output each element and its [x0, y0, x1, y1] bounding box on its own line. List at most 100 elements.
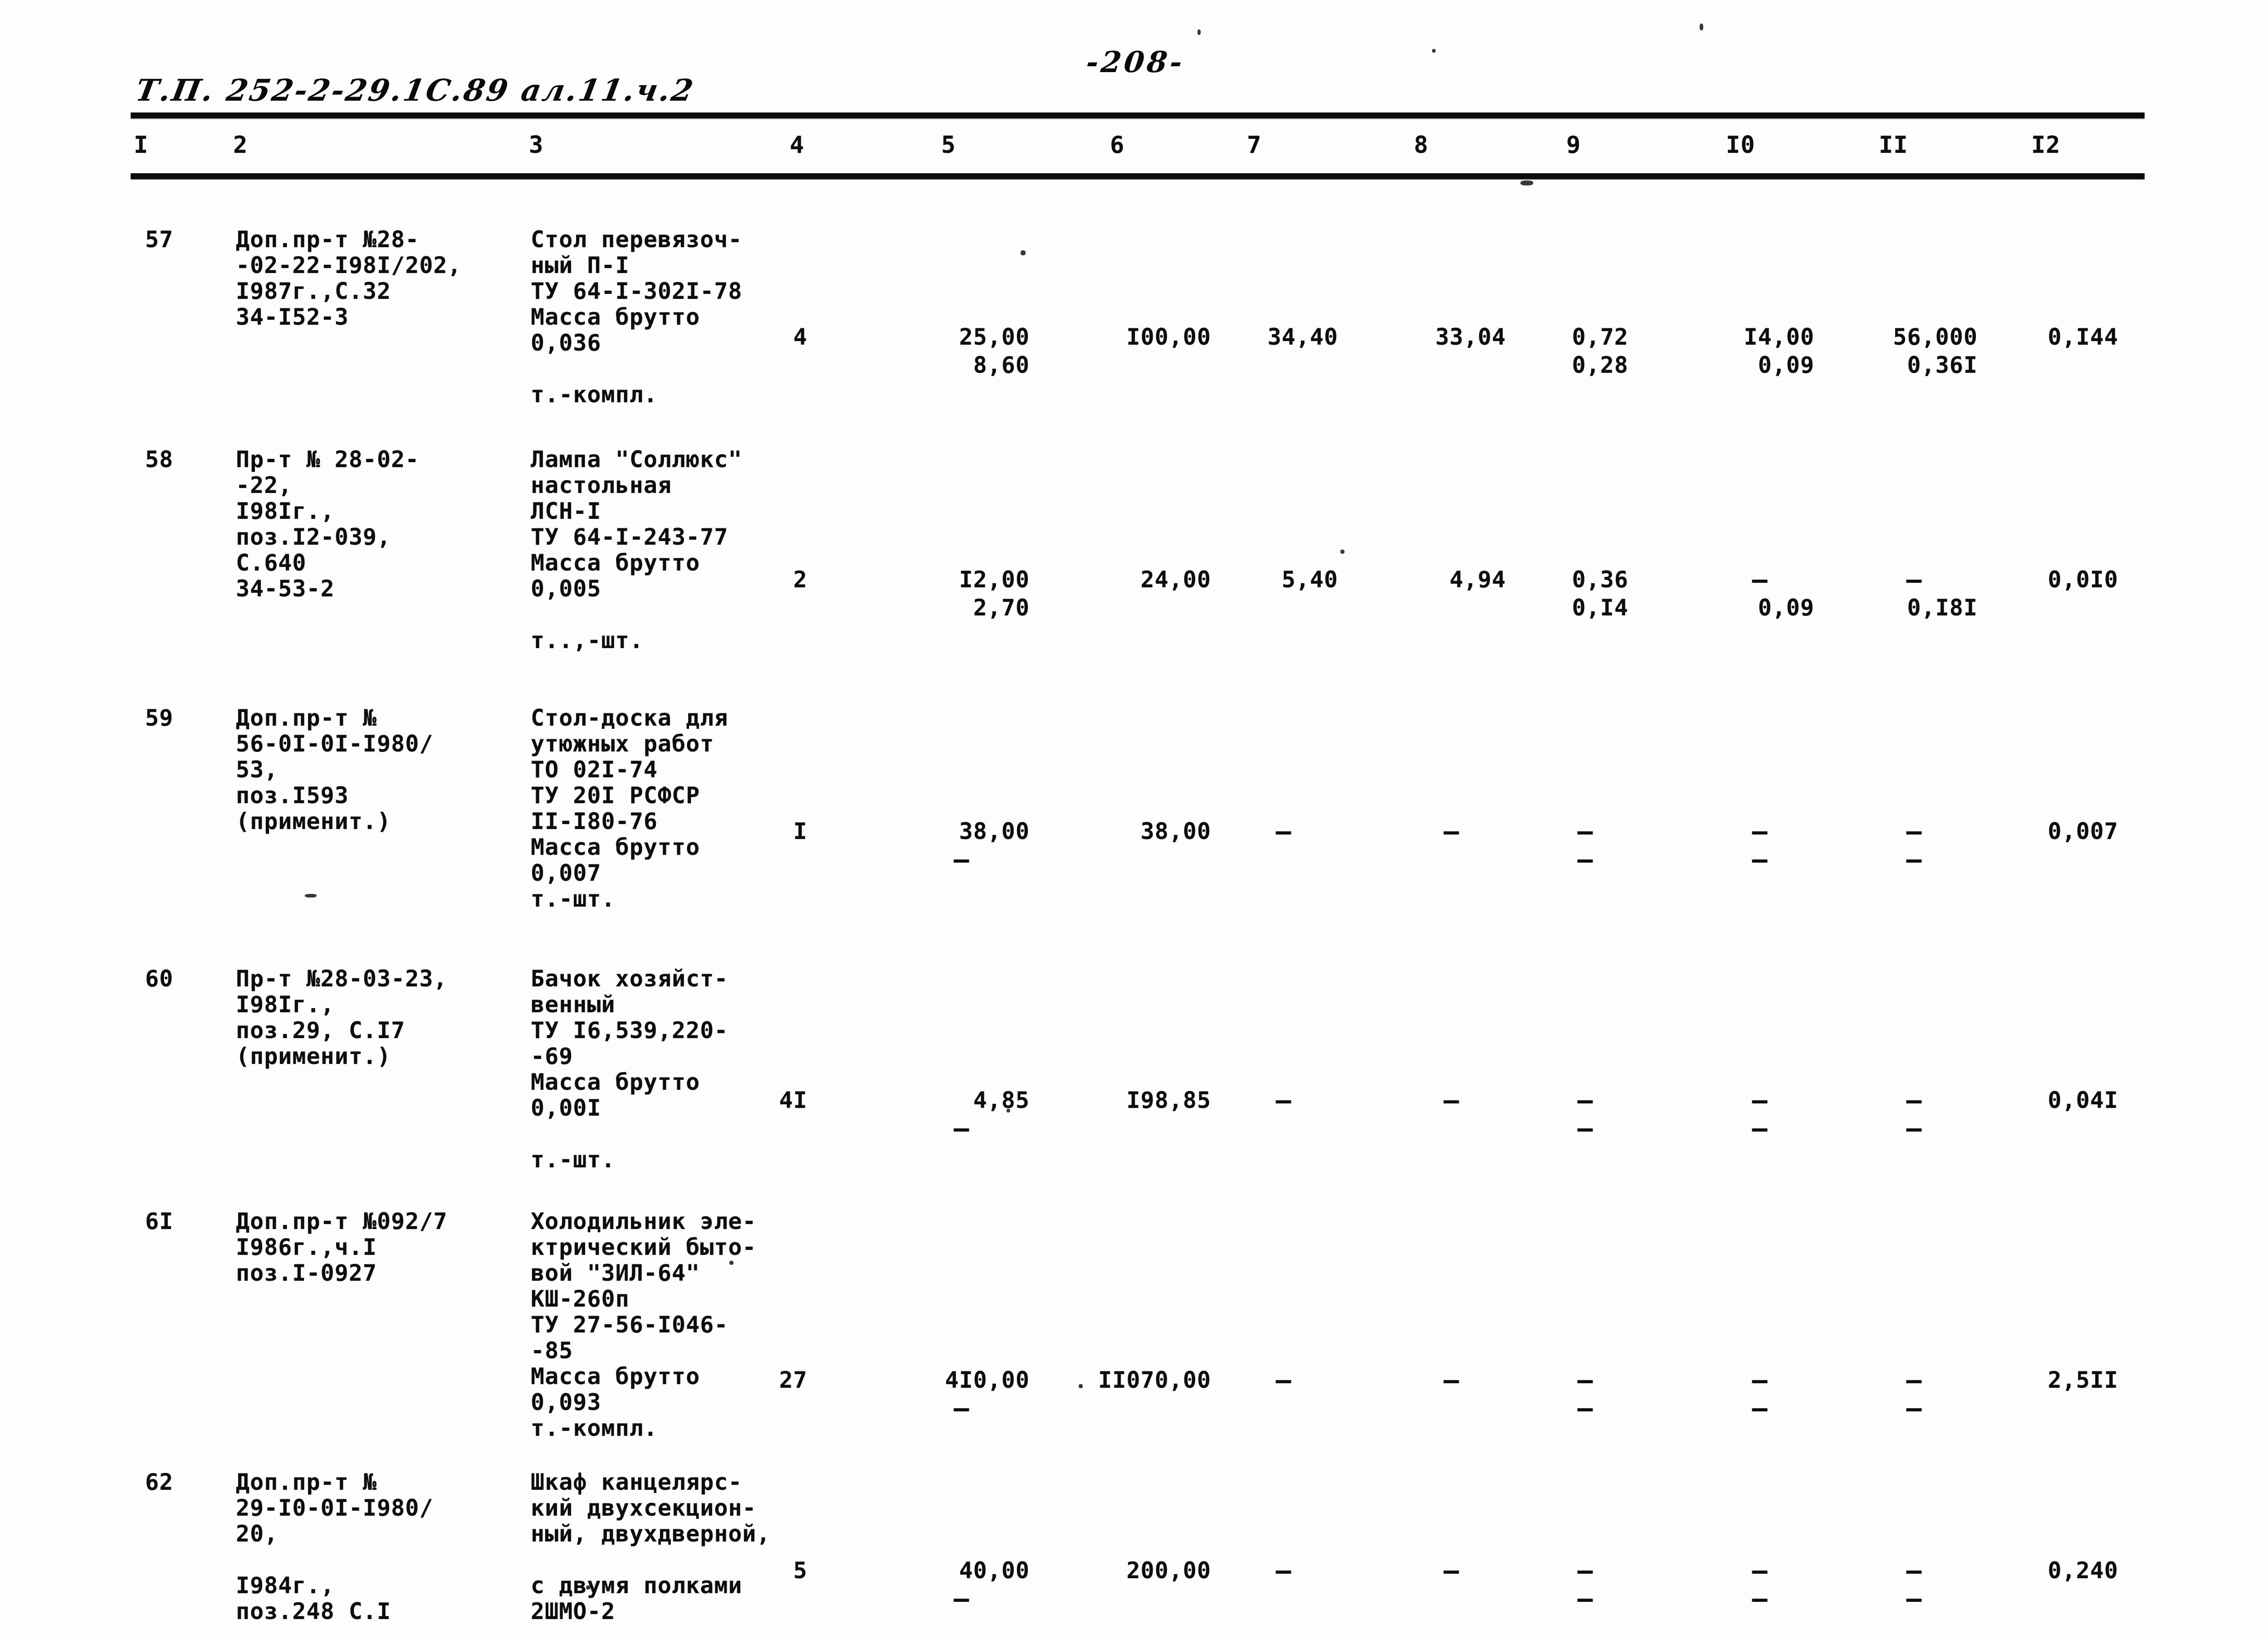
item-description-line: ТУ 64-I-302I-78: [531, 278, 743, 304]
scan-speck: [1007, 1109, 1010, 1112]
document-ref-cell: Пр-т № 28-02- -22, I98Iг., поз.I2-039, С.640…: [236, 447, 531, 602]
item-description-line: -69: [531, 1043, 573, 1069]
row-number-cell: 59: [145, 705, 174, 731]
column-header: 8: [1414, 132, 1429, 159]
item-description-cell: Стол-доска для утюжных работ ТО 02I-74 ТУ 2…: [531, 705, 826, 912]
col5-value: 25,00: [959, 324, 1030, 350]
col9-value: –: [1577, 1394, 1593, 1423]
col10-value: –: [1752, 845, 1768, 874]
document-ref-line: 34-I52-3: [236, 304, 349, 330]
column-header: 6: [1110, 132, 1125, 159]
table-header-rule: [131, 173, 2145, 179]
item-description-line: ТУ 20I РСФСР: [531, 782, 700, 809]
item-description-line: Масса брутто: [531, 1363, 700, 1390]
col9-value: –: [1577, 1114, 1593, 1143]
item-description-line: ТУ 64-I-243-77: [531, 524, 728, 550]
quantity-cell: 4: [793, 324, 807, 350]
col5-value: –: [953, 845, 970, 874]
col11-value: –: [1906, 565, 1922, 595]
item-description-line: Стол перевязоч-: [531, 226, 743, 253]
item-description-line: Лампа "Соллюкс": [531, 446, 743, 473]
document-ref-line: Доп.пр-т №: [236, 1469, 377, 1495]
item-description-line: т.-шт.: [531, 886, 616, 912]
item-description-line: 0,036: [531, 330, 601, 356]
drawing-stamp: Т.П. 252-2-29.1С.89 ал.11.ч.2: [133, 73, 698, 108]
col12-value: 0,240: [2048, 1557, 2118, 1584]
col8-value: 33,04: [1435, 324, 1506, 350]
item-description-line: Масса брутто: [531, 550, 700, 576]
document-ref-line: -22,: [236, 472, 293, 498]
item-description-line: 0,00I: [531, 1095, 601, 1121]
column-header: 5: [941, 132, 956, 159]
item-description-line: ТУ 27-56-I046-: [531, 1312, 728, 1338]
item-description-line: Масса брутто: [531, 304, 700, 330]
scan-speck: [1700, 24, 1703, 30]
col9-value: 0,72: [1572, 324, 1628, 350]
document-ref-line: Пр-т №28-03-23,: [236, 966, 448, 992]
col6-value: 24,00: [1140, 566, 1211, 593]
document-ref-line: 20,: [236, 1521, 279, 1547]
col7-value: 5,40: [1281, 566, 1338, 593]
col10-value: –: [1752, 1394, 1768, 1423]
col6-value: I00,00: [1126, 324, 1211, 350]
item-description-line: [531, 356, 826, 382]
item-description-line: -85: [531, 1337, 573, 1364]
col9-value: 0,28: [1572, 352, 1628, 378]
item-description-line: т.-шт.: [531, 1146, 616, 1173]
scan-speck: [1198, 29, 1201, 35]
col8-value: –: [1443, 1086, 1460, 1115]
scan-speck: [1432, 49, 1436, 53]
col8-value: –: [1443, 1556, 1460, 1585]
item-description-line: Стол-доска для: [531, 705, 728, 731]
document-ref-line: 34-53-2: [236, 576, 335, 602]
document-ref-line: I987г.,С.32: [236, 278, 391, 304]
col9-value: –: [1577, 1584, 1593, 1614]
document-ref-line: (применит.): [236, 1043, 391, 1069]
column-header: I: [134, 132, 149, 159]
col7-value: –: [1276, 817, 1292, 846]
col11-value: –: [1906, 1394, 1922, 1423]
col11-value: –: [1906, 845, 1922, 874]
document-ref-line: поз.I593: [236, 782, 349, 809]
item-description-line: [531, 1121, 826, 1147]
scan-speck: [1079, 1384, 1083, 1388]
document-ref-line: -02-22-I98I/202,: [236, 252, 462, 278]
quantity-cell: 4I: [779, 1087, 807, 1113]
document-ref-line: [236, 1547, 531, 1573]
item-description-line: венный: [531, 991, 616, 1018]
document-ref-line: поз.I-0927: [236, 1260, 377, 1286]
item-description-line: Масса брутто: [531, 1069, 700, 1095]
col11-value: –: [1906, 1086, 1922, 1115]
document-ref-line: поз.I2-039,: [236, 524, 391, 550]
col7-value: –: [1276, 1086, 1292, 1115]
col6-value: II070,00: [1098, 1367, 1211, 1393]
item-description-line: т..,-шт.: [531, 627, 644, 654]
item-description-line: ный П-I: [531, 252, 630, 278]
item-description-line: 0,007: [531, 860, 601, 886]
col5-value: 38,00: [959, 818, 1030, 844]
document-ref-line: I98Iг.,: [236, 498, 335, 524]
col5-value: 2,70: [973, 595, 1030, 621]
col10-value: –: [1752, 1114, 1768, 1143]
col10-value: –: [1752, 817, 1768, 846]
column-header: 3: [529, 132, 544, 159]
document-ref-line: I986г.,ч.I: [236, 1234, 377, 1260]
document-ref-line: I984г.,: [236, 1572, 335, 1599]
document-ref-line: 56-0I-0I-I980/: [236, 731, 434, 757]
column-header: 9: [1566, 132, 1581, 159]
col12-value: 2,5II: [2048, 1367, 2118, 1393]
col6-value: 38,00: [1140, 818, 1211, 844]
scan-speck: [1520, 180, 1533, 185]
scan-speck: [1340, 550, 1344, 554]
document-ref-line: Доп.пр-т №28-: [236, 226, 420, 253]
col10-value: –: [1752, 1086, 1768, 1115]
col11-value: –: [1906, 1584, 1922, 1614]
col7-value: 34,40: [1267, 324, 1338, 350]
document-ref-line: 29-I0-0I-I980/: [236, 1495, 434, 1521]
item-description-line: Бачок хозяйст-: [531, 966, 728, 992]
item-description-line: II-I80-76: [531, 808, 658, 834]
col12-value: 0,04I: [2048, 1087, 2118, 1113]
document-ref-line: Доп.пр-т №092/7: [236, 1208, 448, 1234]
scan-speck: [729, 1261, 733, 1265]
col8-value: –: [1443, 817, 1460, 846]
